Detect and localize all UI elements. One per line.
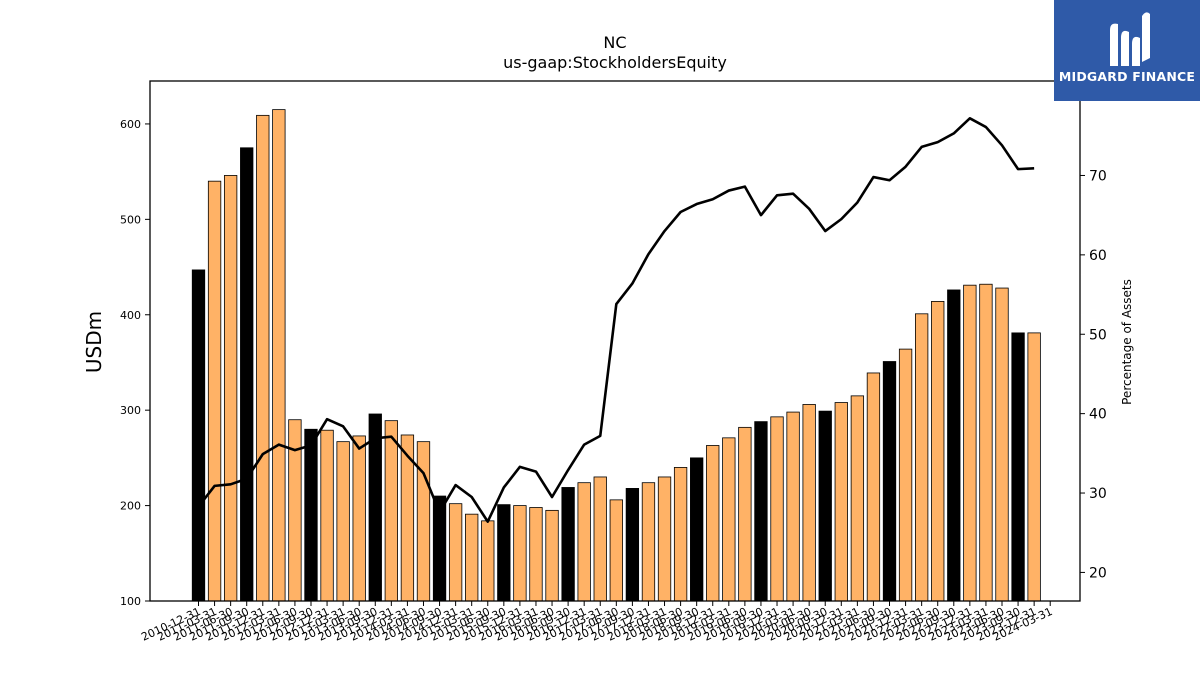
bar-2022-12-31 <box>963 284 977 602</box>
bar-2018-12-31 <box>706 445 720 602</box>
bar-2011-12-31 <box>256 114 270 602</box>
bar-2019-03-31 <box>722 437 736 602</box>
y2-tick-label: 70 <box>1089 168 1107 184</box>
bar-2019-12-31 <box>770 416 784 602</box>
midgard-finance-logo: MIDGARD FINANCE <box>1054 0 1200 101</box>
bar-2019-06-30 <box>738 426 752 602</box>
y-tick-label: 400 <box>120 309 141 322</box>
bar-2013-12-31 <box>384 420 398 602</box>
y2-tick-label: 60 <box>1089 248 1107 264</box>
bar-2016-03-31 <box>529 507 543 602</box>
bar-2012-12-31 <box>320 429 334 602</box>
bar-2018-09-30 <box>690 457 704 602</box>
bar-2022-09-30 <box>947 289 961 602</box>
bar-2016-12-31 <box>577 482 591 602</box>
bar-2018-03-31 <box>657 476 672 602</box>
bar-2015-09-30 <box>497 504 511 602</box>
midgard-logo-mark-icon <box>1110 12 1150 67</box>
y2-tick-label: 20 <box>1089 565 1107 581</box>
bar-2023-12-31 <box>1027 332 1041 602</box>
bar-2015-06-30 <box>481 520 495 602</box>
bar-2011-09-30 <box>240 147 254 602</box>
bar-2011-06-30 <box>223 175 238 602</box>
bar-2017-06-30 <box>609 499 623 602</box>
bar-2020-12-31 <box>834 402 848 602</box>
bar-2018-06-30 <box>673 467 688 602</box>
bar-2015-12-31 <box>513 505 527 602</box>
bar-2021-12-31 <box>898 348 913 602</box>
chart-title: NC <box>603 33 626 52</box>
percentage-of-assets-line <box>197 117 1035 523</box>
bar-2012-06-30 <box>288 419 302 602</box>
y-tick-label: 200 <box>120 500 141 513</box>
logo-text: MIDGARD FINANCE <box>1058 69 1196 84</box>
bar-2019-09-30 <box>754 421 768 602</box>
y-tick-label: 300 <box>120 404 141 417</box>
bar-2020-06-30 <box>802 404 816 602</box>
y-tick-label: 100 <box>120 595 141 608</box>
bar-2023-06-30 <box>995 287 1009 602</box>
y-tick-label: 500 <box>120 213 141 226</box>
bar-2012-09-30 <box>304 428 318 602</box>
bar-2020-03-31 <box>786 411 800 602</box>
y2-axis-label: Percentage of Assets <box>1120 279 1134 405</box>
bar-2021-06-30 <box>866 372 881 602</box>
bar-2014-12-31 <box>448 503 463 602</box>
bar-2022-03-31 <box>915 313 929 602</box>
chart-subtitle: us-gaap:StockholdersEquity <box>503 53 727 72</box>
bar-2017-09-30 <box>625 488 640 602</box>
bar-2011-03-31 <box>207 180 222 602</box>
bar-2017-12-31 <box>641 482 656 602</box>
bar-2010-12-31 <box>191 269 206 602</box>
bar-2023-03-31 <box>979 283 993 602</box>
y2-tick-label: 30 <box>1089 486 1107 502</box>
y-axis-label: USDm <box>82 311 106 373</box>
bar-2022-06-30 <box>931 300 945 602</box>
y-tick-label: 600 <box>120 118 141 131</box>
plot-area-frame <box>149 80 1081 602</box>
bar-2015-03-31 <box>465 513 479 602</box>
bar-2021-03-31 <box>850 395 865 602</box>
bar-2013-06-30 <box>352 435 366 602</box>
bar-2012-03-31 <box>272 109 286 602</box>
bar-2013-03-31 <box>336 441 350 602</box>
bar-2023-09-30 <box>1011 332 1025 602</box>
bar-2014-06-30 <box>416 441 431 602</box>
bar-2017-03-31 <box>593 476 607 602</box>
bar-2020-09-30 <box>818 410 832 602</box>
y2-tick-label: 40 <box>1089 407 1107 423</box>
bar-2016-06-30 <box>545 509 559 602</box>
y2-tick-label: 50 <box>1089 327 1107 343</box>
bar-2021-09-30 <box>882 361 897 602</box>
bar-2016-09-30 <box>561 487 575 602</box>
